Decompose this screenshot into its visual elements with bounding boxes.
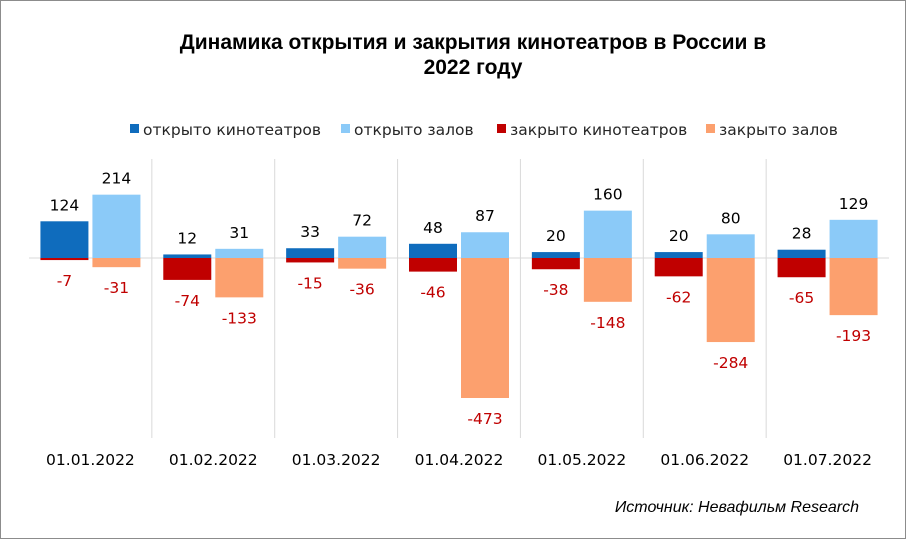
value-label-s1-c6: 129 (839, 195, 869, 213)
chart-title-line-2: 2022 году (424, 56, 523, 79)
category-label-5: 01.06.2022 (660, 451, 749, 469)
value-label-s3-c2: -36 (349, 281, 374, 299)
value-label-s3-c6: -193 (836, 327, 871, 345)
value-label-s2-c6: -65 (789, 289, 814, 307)
bar-s2-c2 (286, 258, 335, 263)
bar-s3-c3 (461, 258, 509, 398)
category-label-2: 01.03.2022 (292, 451, 381, 469)
bar-s2-c6 (777, 258, 826, 278)
bar-s2-c5 (654, 258, 703, 277)
value-label-s0-c1: 12 (177, 229, 197, 247)
value-label-s1-c0: 214 (102, 170, 132, 188)
bar-s0-c0 (40, 221, 89, 258)
value-label-s0-c2: 33 (300, 223, 320, 241)
value-label-s1-c1: 31 (229, 224, 249, 242)
category-label-3: 01.04.2022 (415, 451, 504, 469)
legend-label-1: открыто залов (354, 121, 474, 139)
bar-s2-c0 (40, 258, 89, 261)
bar-s2-c1 (163, 258, 212, 280)
category-label-4: 01.05.2022 (537, 451, 626, 469)
legend-label-0: открыто кинотеатров (143, 121, 321, 139)
category-label-0: 01.01.2022 (46, 451, 135, 469)
value-label-s2-c1: -74 (175, 292, 200, 310)
value-label-s1-c2: 72 (352, 212, 372, 230)
legend: открыто кинотеатров открыто залов закрыто … (130, 121, 838, 139)
bar-s1-c3 (461, 232, 509, 258)
value-label-s2-c4: -38 (543, 281, 568, 299)
bar-s0-c2 (286, 248, 335, 258)
bar-s1-c1 (215, 248, 264, 258)
plot-area: 124 214 -7 -31 01.01.2022 12 31 -74 -133 01.02.20… (29, 159, 889, 469)
bar-s1-c4 (583, 210, 632, 258)
legend-label-2: закрыто кинотеатров (510, 121, 687, 139)
value-label-s1-c4: 160 (593, 186, 623, 204)
legend-swatch-3 (706, 124, 715, 133)
bar-s3-c5 (706, 258, 755, 343)
legend-label-3: закрыто залов (719, 121, 838, 139)
bar-s2-c4 (531, 258, 580, 270)
bar-s3-c2 (338, 258, 387, 269)
value-label-s2-c2: -15 (297, 274, 322, 292)
value-label-s0-c5: 20 (669, 227, 689, 245)
bar-s0-c3 (409, 243, 457, 258)
bar-s0-c5 (654, 252, 703, 258)
bar-s3-c1 (215, 258, 264, 298)
legend-swatch-2 (497, 124, 506, 133)
bar-s0-c1 (163, 254, 212, 258)
bar-s3-c0 (92, 258, 141, 268)
value-label-s3-c3: -473 (467, 410, 502, 428)
category-label-1: 01.02.2022 (169, 451, 258, 469)
legend-swatch-0 (130, 124, 139, 133)
bar-s3-c4 (583, 258, 632, 302)
bar-s3-c6 (829, 258, 878, 316)
value-label-s0-c0: 124 (50, 196, 80, 214)
value-label-s2-c3: -46 (420, 284, 445, 302)
value-label-s0-c3: 48 (423, 219, 443, 237)
chart-title-line-1: Динамика открытия и закрытия кинотеатров… (180, 31, 767, 54)
value-label-s3-c1: -133 (222, 309, 257, 327)
bar-s2-c3 (409, 258, 457, 272)
legend-swatch-1 (341, 124, 350, 133)
bar-s1-c0 (92, 194, 141, 258)
bar-s0-c4 (531, 252, 580, 258)
value-label-s1-c5: 80 (721, 209, 741, 227)
bar-s1-c2 (338, 236, 387, 258)
source-note: Источник: Невафильм Research (615, 499, 859, 516)
value-label-s0-c6: 28 (792, 225, 812, 243)
bar-s0-c6 (777, 249, 826, 258)
category-label-6: 01.07.2022 (783, 451, 872, 469)
bar-s1-c6 (829, 219, 878, 258)
value-label-s2-c0: -7 (57, 272, 72, 290)
value-label-s1-c3: 87 (475, 207, 495, 225)
value-label-s0-c4: 20 (546, 227, 566, 245)
value-label-s3-c0: -31 (104, 279, 129, 297)
value-label-s3-c4: -148 (590, 314, 625, 332)
value-label-s2-c5: -62 (666, 288, 691, 306)
bar-s1-c5 (706, 234, 755, 258)
value-label-s3-c5: -284 (713, 354, 748, 372)
